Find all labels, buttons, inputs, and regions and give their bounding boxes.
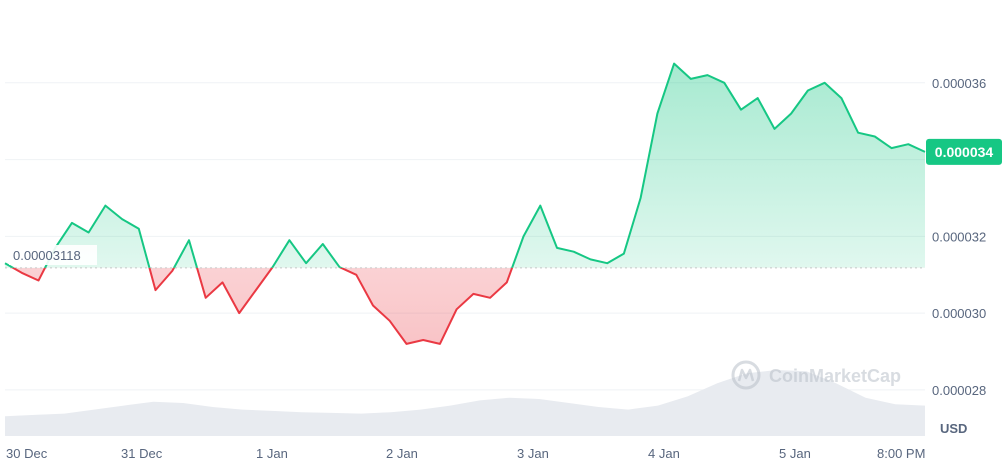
price-area-fill [5,63,925,344]
price-line-down [11,267,514,345]
x-tick-label: 30 Dec [6,446,48,461]
price-lines [4,62,926,345]
y-tick-label: 0.000032 [932,229,986,244]
volume-area-path [5,370,925,436]
x-tick-label: 3 Jan [517,446,549,461]
x-tick-label: 2 Jan [386,446,418,461]
price-area-up [5,63,925,268]
x-tick-label: 1 Jan [256,446,288,461]
currency-label: USD [940,421,967,436]
current-price-badge: 0.000034 [926,138,1002,165]
baseline-price-label: 0.00003118 [9,245,97,265]
baseline-price-text: 0.00003118 [13,248,81,263]
x-tick-label: 8:00 PM [877,446,925,461]
y-tick-label: 0.000028 [932,383,986,398]
y-tick-label: 0.000036 [932,76,986,91]
price-area-down [13,267,513,344]
coinmarketcap-watermark: CoinMarketCap [731,360,901,390]
coinmarketcap-brand: CoinMarketCap [769,366,901,386]
y-axis-ticks: 0.000036 0.000032 0.000030 0.000028 [932,76,986,398]
y-tick-label: 0.000030 [932,306,986,321]
x-tick-label: 5 Jan [779,446,811,461]
coinmarketcap-logo-icon [731,360,761,390]
x-tick-label: 31 Dec [121,446,163,461]
price-line-up [4,62,926,268]
x-axis-ticks: 30 Dec 31 Dec 1 Jan 2 Jan 3 Jan 4 Jan 5 Jan 8:0… [6,446,925,461]
x-tick-label: 4 Jan [648,446,680,461]
current-price-text: 0.000034 [935,144,994,160]
volume-area [5,370,925,436]
